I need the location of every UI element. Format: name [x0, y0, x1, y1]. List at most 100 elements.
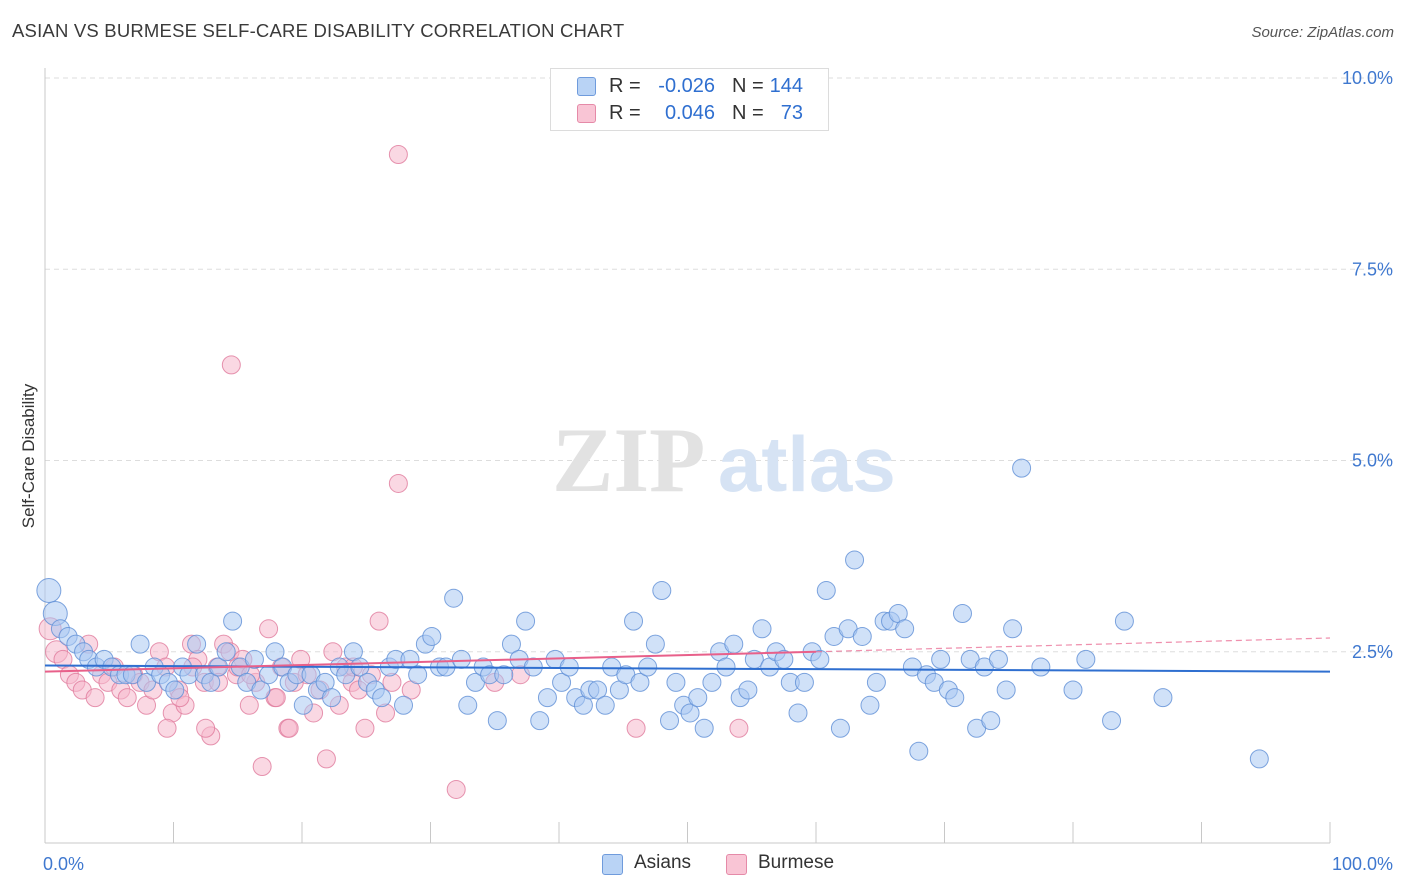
asian-point — [866, 672, 886, 692]
asian-point — [1003, 619, 1023, 639]
watermark-zip: ZIP — [552, 409, 705, 511]
legend-n-label: N = — [732, 75, 764, 97]
asian-point — [680, 703, 700, 723]
asians-swatch — [602, 854, 623, 875]
asian-point — [638, 657, 658, 677]
asian-point — [537, 688, 557, 708]
asian-point — [187, 634, 207, 654]
y-tick-label: 7.5% — [1352, 259, 1393, 279]
x-tick-label: 100.0% — [1332, 854, 1393, 874]
asians-swatch — [577, 77, 596, 96]
asian-point — [293, 695, 313, 715]
burmese-point — [157, 718, 177, 738]
burmese-trend-extension — [815, 637, 1331, 653]
asian-point — [666, 672, 686, 692]
asian-point — [660, 711, 680, 731]
legend-r-value: -0.026 — [658, 75, 715, 97]
asian-point — [1076, 649, 1096, 669]
burmese-point — [446, 779, 466, 799]
asian-point — [400, 649, 420, 669]
tick-labels: 2.5% 5.0% 7.5% 10.0% 0.0% 100.0% — [43, 68, 1393, 874]
legend-n-value: 73 — [780, 102, 803, 124]
y-axis-title: Self-Care Disability — [19, 383, 38, 528]
legend-r-value: 0.046 — [664, 102, 715, 124]
legend-n-value: 144 — [769, 75, 803, 97]
asian-point — [408, 665, 428, 685]
asian-point — [996, 680, 1016, 700]
data-points — [36, 145, 1269, 799]
watermark-atlas: atlas — [718, 420, 896, 508]
asian-point — [1114, 611, 1134, 631]
burmese-point — [729, 718, 749, 738]
asian-point — [624, 611, 644, 631]
burmese-point — [259, 619, 279, 639]
asian-point — [487, 711, 507, 731]
burmese-point — [196, 718, 216, 738]
y-tick-label: 2.5% — [1352, 642, 1393, 662]
asian-point — [130, 634, 150, 654]
asians-label: Asians — [634, 852, 692, 873]
asian-point — [1063, 680, 1083, 700]
burmese-point — [388, 473, 408, 493]
asian-point — [810, 649, 830, 669]
burmese-label: Burmese — [758, 852, 835, 873]
asian-point — [716, 657, 736, 677]
asian-point — [645, 634, 665, 654]
asian-point — [931, 649, 951, 669]
asian-point — [372, 688, 392, 708]
burmese-swatch — [577, 104, 596, 123]
burmese-swatch — [726, 854, 747, 875]
asian-point — [895, 619, 915, 639]
asian-point — [1031, 657, 1051, 677]
asian-point — [752, 619, 772, 639]
burmese-point — [239, 695, 259, 715]
asian-point — [444, 588, 464, 608]
asian-point — [788, 703, 808, 723]
y-tick-label: 5.0% — [1352, 451, 1393, 471]
asian-point — [945, 688, 965, 708]
asian-point — [322, 688, 342, 708]
asian-point — [552, 672, 572, 692]
burmese-point — [252, 757, 272, 776]
asian-point — [1102, 711, 1122, 731]
burmese-trend-line — [44, 650, 817, 673]
asian-point — [223, 611, 243, 631]
asian-point — [981, 711, 1001, 731]
asian-point — [451, 649, 471, 669]
asian-point — [909, 741, 929, 761]
asian-point — [694, 718, 714, 738]
asian-point — [394, 695, 414, 715]
asian-point — [501, 634, 521, 654]
asian-point — [1249, 749, 1269, 769]
grid-lines — [45, 77, 1393, 653]
asian-point — [860, 695, 880, 715]
asian-point — [988, 649, 1008, 669]
burmese-point — [85, 688, 105, 708]
legend: R = -0.026 N = 144 R = 0.046 N = 73 — [550, 68, 829, 131]
burmese-point — [221, 355, 241, 375]
asian-point — [588, 680, 608, 700]
burmese-point — [266, 688, 286, 708]
axes — [44, 68, 1331, 844]
asian-point — [794, 672, 814, 692]
asian-point — [1012, 458, 1032, 478]
asian-point — [251, 680, 271, 700]
asian-point — [595, 695, 615, 715]
asian-point — [702, 672, 722, 692]
asian-point — [494, 665, 514, 685]
burmese-point — [316, 749, 336, 769]
x-tick-label: 0.0% — [43, 854, 84, 874]
asian-point — [165, 680, 185, 700]
asian-point — [422, 626, 442, 646]
y-tick-label: 10.0% — [1342, 68, 1393, 88]
asian-point — [201, 672, 221, 692]
asian-point — [724, 634, 744, 654]
asian-point — [1153, 688, 1173, 708]
asian-point — [852, 626, 872, 646]
asian-point — [36, 578, 62, 604]
asian-point — [458, 695, 478, 715]
burmese-point — [388, 145, 408, 164]
asian-point — [652, 581, 672, 601]
asian-point — [738, 680, 758, 700]
